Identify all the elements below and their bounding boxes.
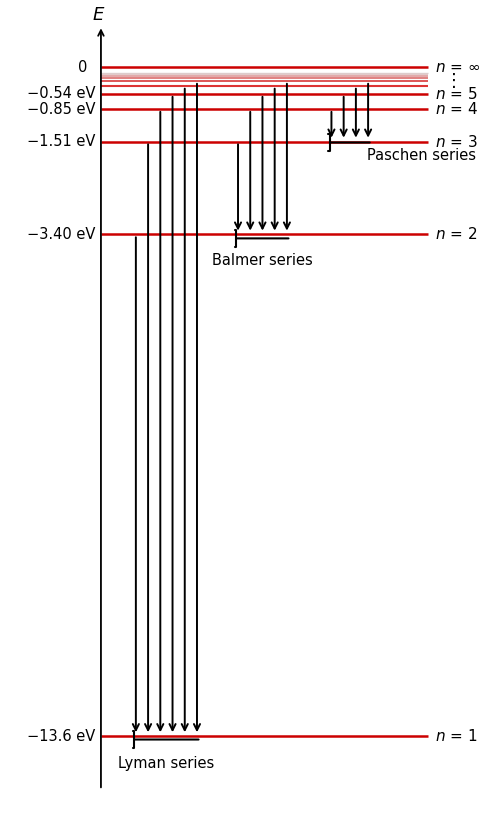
Text: $n$ = 2: $n$ = 2 bbox=[435, 226, 477, 243]
Text: Paschen series: Paschen series bbox=[367, 148, 476, 163]
Text: −13.6 eV: −13.6 eV bbox=[27, 728, 95, 744]
Text: $E$: $E$ bbox=[92, 7, 105, 25]
Text: −3.40 eV: −3.40 eV bbox=[27, 227, 95, 242]
Text: $n$ = 5: $n$ = 5 bbox=[435, 86, 477, 102]
Text: −1.51 eV: −1.51 eV bbox=[27, 134, 95, 149]
Text: −0.85 eV: −0.85 eV bbox=[27, 101, 95, 117]
Text: $n$ = 1: $n$ = 1 bbox=[435, 728, 477, 744]
Text: $n$ = 4: $n$ = 4 bbox=[435, 101, 478, 117]
Text: $\vdots$: $\vdots$ bbox=[443, 71, 456, 91]
Text: $n$ = $\infty$: $n$ = $\infty$ bbox=[435, 60, 480, 75]
Text: $n$ = 3: $n$ = 3 bbox=[435, 133, 478, 150]
Text: Balmer series: Balmer series bbox=[212, 253, 313, 267]
Text: Lyman series: Lyman series bbox=[118, 756, 215, 771]
Text: −0.54 eV: −0.54 eV bbox=[27, 86, 95, 101]
Text: 0: 0 bbox=[78, 60, 88, 75]
